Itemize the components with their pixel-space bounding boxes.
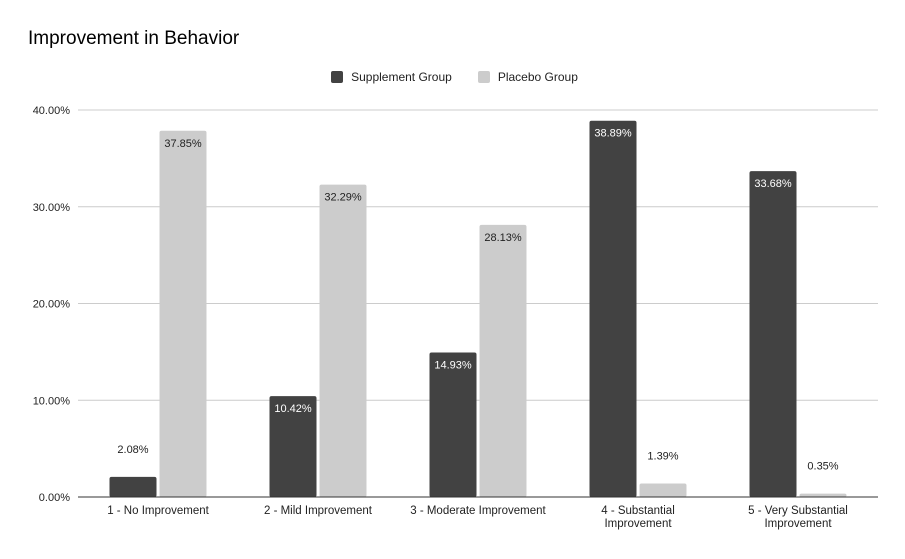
x-tick-label: 2 - Mild Improvement: [264, 505, 373, 517]
bar-supplement: [109, 476, 157, 497]
bar-placebo: [479, 224, 527, 497]
x-tick-label: 3 - Moderate Improvement: [410, 505, 546, 517]
bar-supplement: [429, 352, 477, 497]
bar-supplement: [749, 171, 797, 497]
x-tick-label: 5 - Very Substantial: [748, 505, 848, 517]
legend-label-supplement: Supplement Group: [351, 70, 452, 84]
y-tick-label: 40.00%: [33, 105, 71, 117]
data-label-supplement: 10.42%: [274, 403, 312, 415]
x-tick-label: Improvement: [764, 518, 832, 530]
data-label-placebo: 1.39%: [647, 451, 678, 463]
y-tick-label: 30.00%: [33, 202, 71, 214]
x-tick-label: 4 - Substantial: [601, 505, 675, 517]
legend-label-placebo: Placebo Group: [497, 70, 578, 84]
bar-placebo: [159, 130, 207, 497]
bar-placebo: [639, 483, 687, 497]
data-label-supplement: 2.08%: [117, 444, 148, 456]
data-label-placebo: 37.85%: [164, 138, 202, 150]
data-label-placebo: 28.13%: [484, 232, 522, 244]
legend-swatch-supplement: [331, 71, 344, 83]
legend-item-supplement[interactable]: Supplement Group: [327, 70, 452, 84]
x-tick-label: 1 - No Improvement: [107, 505, 209, 517]
legend: Supplement Group Placebo Group: [0, 70, 905, 84]
bar-placebo: [799, 493, 847, 497]
y-tick-label: 0.00%: [39, 492, 70, 504]
bar-placebo: [319, 184, 367, 498]
y-tick-label: 20.00%: [33, 299, 71, 311]
data-label-placebo: 0.35%: [807, 461, 838, 473]
data-label-supplement: 38.89%: [594, 128, 632, 140]
data-label-supplement: 33.68%: [754, 178, 792, 190]
data-label-placebo: 32.29%: [324, 192, 362, 204]
legend-item-placebo[interactable]: Placebo Group: [474, 70, 578, 84]
bar-supplement: [269, 396, 317, 497]
y-tick-label: 10.00%: [33, 395, 71, 407]
data-label-supplement: 14.93%: [434, 360, 472, 372]
bar-supplement: [589, 120, 637, 497]
chart-title: Improvement in Behavior: [28, 28, 240, 49]
legend-swatch-placebo: [477, 71, 490, 83]
x-tick-label: Improvement: [604, 518, 672, 530]
